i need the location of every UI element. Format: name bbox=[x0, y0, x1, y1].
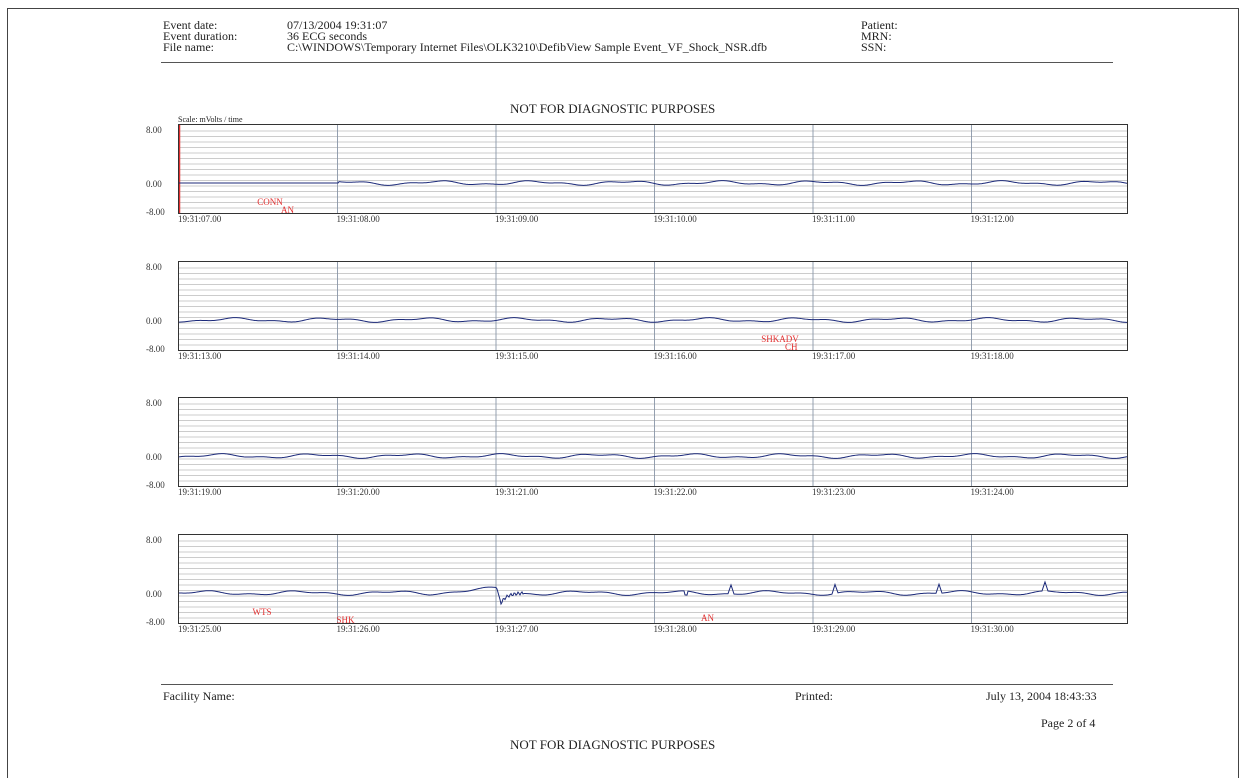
time-tick-label: 19:31:17.00 bbox=[812, 351, 856, 361]
time-tick-label: 19:31:26.00 bbox=[336, 624, 380, 634]
footer-rule bbox=[161, 684, 1113, 685]
ecg-strip bbox=[178, 534, 1128, 624]
time-tick-label: 19:31:16.00 bbox=[653, 351, 697, 361]
y-axis-label-mid: 0.00 bbox=[146, 316, 162, 326]
time-tick-label: 19:31:09.00 bbox=[495, 214, 539, 224]
printed-value: July 13, 2004 18:43:33 bbox=[986, 689, 1097, 703]
printed-label: Printed: bbox=[795, 689, 833, 703]
ecg-trace bbox=[179, 180, 1127, 186]
event-annotation: CH bbox=[785, 342, 798, 352]
y-axis-label-bottom: -8.00 bbox=[146, 207, 165, 217]
event-duration-label: Event duration: bbox=[163, 29, 238, 43]
ecg-strip bbox=[178, 397, 1128, 487]
event-annotation: CONN bbox=[257, 197, 283, 207]
time-tick-label: 19:31:07.00 bbox=[178, 214, 222, 224]
time-tick-label: 19:31:13.00 bbox=[178, 351, 222, 361]
event-annotation: AN bbox=[701, 613, 715, 623]
event-annotation: WTS bbox=[252, 607, 272, 617]
y-axis-label-top: 8.00 bbox=[146, 535, 162, 545]
time-tick-label: 19:31:24.00 bbox=[970, 487, 1014, 497]
time-tick-label: 19:31:25.00 bbox=[178, 624, 222, 634]
ecg-trace bbox=[179, 317, 1127, 323]
ecg-strip bbox=[178, 261, 1128, 351]
ecg-trace bbox=[179, 453, 1127, 459]
header-rule bbox=[161, 62, 1113, 63]
event-duration-value: 36 ECG seconds bbox=[287, 29, 367, 43]
time-tick-label: 19:31:30.00 bbox=[970, 624, 1014, 634]
warning-top: NOT FOR DIAGNOSTIC PURPOSES bbox=[510, 101, 716, 116]
time-tick-label: 19:31:10.00 bbox=[653, 214, 697, 224]
event-annotation: AN bbox=[281, 205, 295, 215]
y-axis-label-mid: 0.00 bbox=[146, 452, 162, 462]
time-tick-label: 19:31:18.00 bbox=[970, 351, 1014, 361]
time-tick-label: 19:31:29.00 bbox=[812, 624, 856, 634]
time-tick-label: 19:31:11.00 bbox=[812, 214, 855, 224]
time-tick-label: 19:31:22.00 bbox=[653, 487, 697, 497]
event-date-value: 07/13/2004 19:31:07 bbox=[287, 18, 388, 32]
page-frame bbox=[7, 8, 1239, 778]
time-tick-label: 19:31:15.00 bbox=[495, 351, 539, 361]
ecg-strip bbox=[178, 124, 1128, 214]
time-tick-label: 19:31:14.00 bbox=[336, 351, 380, 361]
time-tick-label: 19:31:08.00 bbox=[336, 214, 380, 224]
y-axis-label-bottom: -8.00 bbox=[146, 344, 165, 354]
warning-bottom: NOT FOR DIAGNOSTIC PURPOSES bbox=[510, 737, 716, 752]
event-annotation: SHK bbox=[336, 615, 355, 625]
event-annotation: SHKADV bbox=[761, 334, 799, 344]
event-date-label: Event date: bbox=[163, 18, 218, 32]
page-number: Page 2 of 4 bbox=[1041, 716, 1096, 730]
y-axis-label-bottom: -8.00 bbox=[146, 480, 165, 490]
ecg-trace bbox=[179, 580, 1127, 606]
y-axis-label-bottom: -8.00 bbox=[146, 617, 165, 627]
time-tick-label: 19:31:28.00 bbox=[653, 624, 697, 634]
time-tick-label: 19:31:19.00 bbox=[178, 487, 222, 497]
time-tick-label: 19:31:21.00 bbox=[495, 487, 539, 497]
file-name-value: C:\WINDOWS\Temporary Internet Files\OLK3… bbox=[287, 40, 768, 54]
time-tick-label: 19:31:27.00 bbox=[495, 624, 539, 634]
patient-label: Patient: bbox=[861, 18, 898, 32]
time-tick-label: 19:31:20.00 bbox=[336, 487, 380, 497]
ssn-label: SSN: bbox=[861, 40, 887, 54]
y-axis-label-top: 8.00 bbox=[146, 398, 162, 408]
facility-name-label: Facility Name: bbox=[163, 689, 235, 703]
y-axis-label-mid: 0.00 bbox=[146, 179, 162, 189]
mrn-label: MRN: bbox=[861, 29, 892, 43]
time-tick-label: 19:31:23.00 bbox=[812, 487, 856, 497]
y-axis-label-mid: 0.00 bbox=[146, 589, 162, 599]
file-name-label: File name: bbox=[163, 40, 214, 54]
scale-label: Scale: mVolts / time bbox=[178, 115, 243, 124]
y-axis-label-top: 8.00 bbox=[146, 262, 162, 272]
y-axis-label-top: 8.00 bbox=[146, 125, 162, 135]
time-tick-label: 19:31:12.00 bbox=[970, 214, 1014, 224]
